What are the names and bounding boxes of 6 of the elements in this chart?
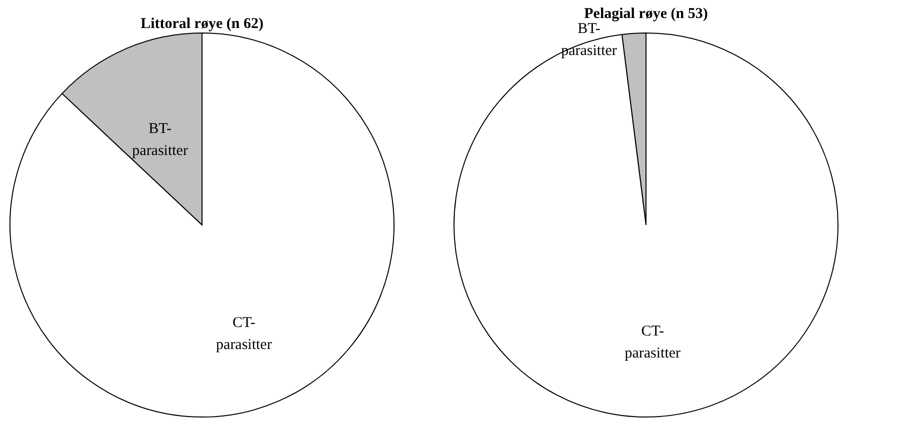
chart-title: Pelagial røye (n 53): [584, 6, 708, 22]
slice-label: CT-parasitter: [216, 314, 272, 353]
slice-label: BT-parasitter: [561, 21, 617, 60]
slice-label: BT-parasitter: [132, 121, 188, 160]
slice-label: CT-parasitter: [624, 323, 681, 362]
chart-title: Littoral røye (n 62): [140, 16, 264, 32]
